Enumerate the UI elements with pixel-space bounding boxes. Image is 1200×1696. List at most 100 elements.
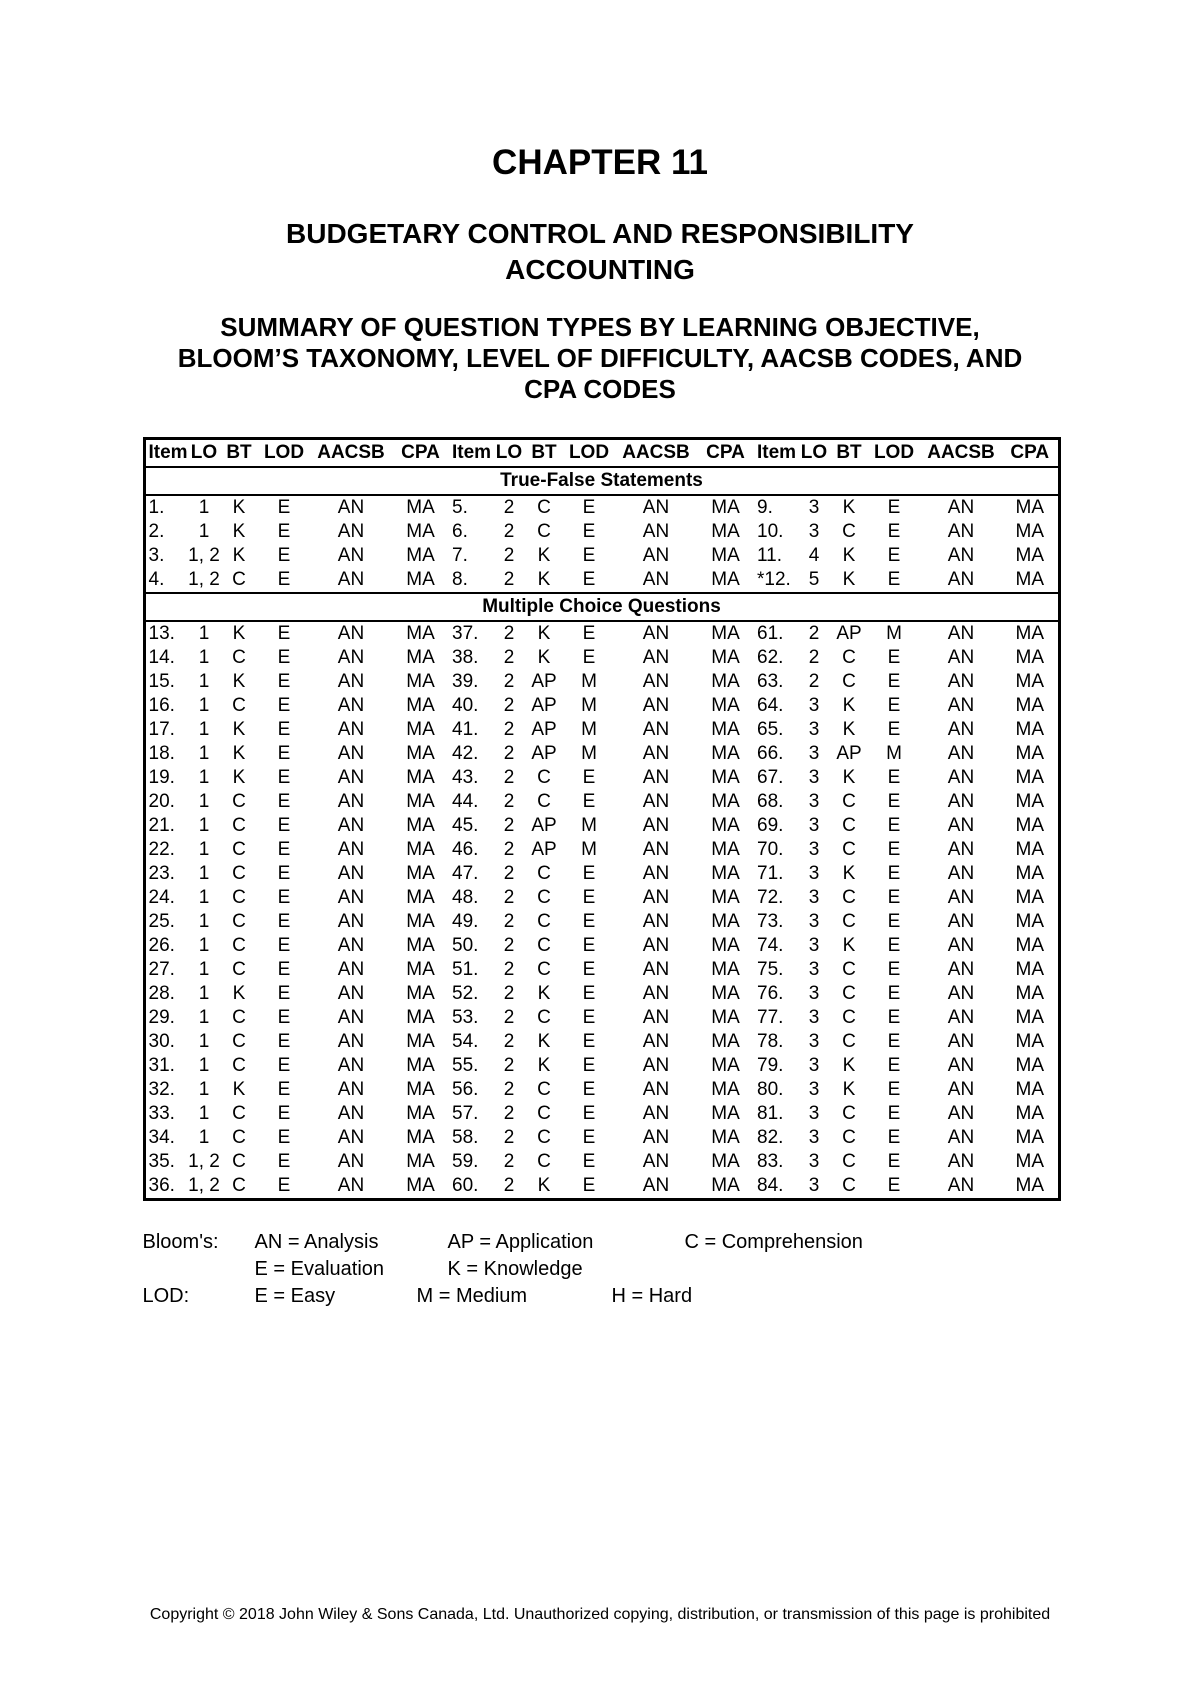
table-cell-lod: E [277, 1103, 291, 1124]
table-cell-lo: 3 [808, 1031, 820, 1052]
table-cell-lod: E [582, 1079, 596, 1100]
table-cell-item: 77. [757, 1007, 784, 1028]
table-cell-lod: E [277, 1151, 291, 1172]
table-cell-bt: AP [531, 815, 557, 836]
table-cell-cpa: MA [711, 521, 740, 542]
table-cell-aacsb: AN [947, 647, 975, 668]
table-cell-lo: 3 [808, 767, 820, 788]
table-cell-item: 67. [757, 767, 784, 788]
table-cell-lo: 3 [808, 743, 820, 764]
table-cell-lod: E [887, 767, 901, 788]
table-cell-lo: 1 [198, 647, 210, 668]
table-cell-cpa: MA [711, 1127, 740, 1148]
table-cell-lo: 3 [808, 521, 820, 542]
table-cell-lo: 1 [198, 767, 210, 788]
table-cell-bt: C [537, 959, 551, 980]
table-cell-item: 29. [148, 1007, 175, 1028]
table-cell-lod: E [887, 695, 901, 716]
table-cell-aacsb: AN [337, 569, 365, 590]
table-cell-bt: K [232, 983, 246, 1004]
table-cell-aacsb: AN [947, 839, 975, 860]
table-cell-bt: K [537, 623, 551, 644]
table-cell-cpa: MA [711, 1031, 740, 1052]
table-cell-item: 23. [148, 863, 175, 884]
legend-entry-application: AP = Application [447, 1231, 594, 1253]
table-cell-item: 25. [148, 911, 175, 932]
table-header-cell-lo: LO [798, 438, 830, 468]
table-cell-lod: M [886, 743, 902, 764]
table-cell-lo: 1 [198, 719, 210, 740]
table-cell-cpa: MA [711, 671, 740, 692]
table-cell-lo: 5 [808, 569, 820, 590]
table-cell-item: 59. [452, 1151, 479, 1172]
table-cell-lo: 2 [503, 695, 515, 716]
table-header-cell-lo: LO [493, 438, 525, 468]
section-title: Multiple Choice Questions [144, 592, 1059, 622]
table-header-cell-aacsb: AACSB [310, 438, 392, 468]
table-cell-item: 33. [148, 1103, 175, 1124]
table-cell-cpa: MA [1015, 1031, 1045, 1052]
table-cell-lod: E [277, 815, 291, 836]
table-row: 28. 1 K E AN MA 52. 2 K E AN MA 76. 3 C E AN MA [144, 982, 1059, 1006]
table-cell-item: 28. [148, 983, 175, 1004]
table-header-cell-cpa: CPA [1002, 438, 1059, 468]
table-cell-aacsb: AN [337, 743, 365, 764]
table-cell-aacsb: AN [337, 521, 365, 542]
table-cell-cpa: MA [406, 935, 435, 956]
table-cell-aacsb: AN [337, 911, 365, 932]
table-cell-item: 80. [757, 1079, 784, 1100]
table-cell-lo: 3 [808, 1079, 820, 1100]
table-cell-item: 5. [452, 497, 468, 518]
table-cell-cpa: MA [1015, 521, 1045, 542]
table-cell-bt: C [232, 1103, 246, 1124]
table-cell-aacsb: AN [642, 1031, 670, 1052]
table-cell-lo: 3 [808, 1151, 820, 1172]
table-cell-aacsb: AN [642, 569, 670, 590]
summary-heading: SUMMARY OF QUESTION TYPES BY LEARNING OB… [143, 312, 1058, 405]
table-cell-item: 4. [148, 569, 165, 590]
table-cell-lo: 3 [808, 1127, 820, 1148]
table-cell-lod: M [581, 671, 597, 692]
table-cell-item: 36. [148, 1175, 175, 1196]
table-cell-cpa: MA [406, 647, 435, 668]
table-header-cell-cpa: CPA [392, 438, 449, 468]
table-row: 1. 1 K E AN MA 5. 2 C E AN MA 9. 3 K E AN MA [144, 495, 1059, 520]
table-cell-cpa: MA [1015, 791, 1045, 812]
table-cell-lod: E [887, 959, 901, 980]
table-cell-lod: E [887, 887, 901, 908]
table-cell-lo: 1 [198, 743, 210, 764]
table-cell-item: 79. [757, 1055, 784, 1076]
table-cell-lod: E [582, 983, 596, 1004]
table-cell-lod: M [581, 815, 597, 836]
table-cell-bt: AP [836, 743, 862, 764]
table-cell-lod: E [277, 623, 291, 644]
chapter-title: CHAPTER 11 [492, 143, 708, 182]
table-cell-cpa: MA [406, 1079, 435, 1100]
table-cell-bt: C [232, 647, 246, 668]
table-cell-item: 78. [757, 1031, 784, 1052]
table-cell-item: 43. [452, 767, 479, 788]
table-cell-cpa: MA [711, 839, 740, 860]
table-cell-bt: K [842, 1079, 856, 1100]
table-cell-cpa: MA [406, 497, 435, 518]
table-cell-aacsb: AN [337, 815, 365, 836]
table-cell-lod: E [887, 569, 901, 590]
table-cell-item: 63. [757, 671, 784, 692]
table-cell-aacsb: AN [947, 959, 975, 980]
table-cell-lod: E [277, 1055, 291, 1076]
legend-blooms-line-1: Bloom's: AN = Analysis AP = Application C =… [143, 1229, 1058, 1256]
table-cell-item: 32. [148, 1079, 175, 1100]
table-cell-lo: 2 [503, 545, 515, 566]
table-cell-lod: E [887, 719, 901, 740]
table-header-cell-item: Item [144, 438, 188, 468]
table-cell-bt: K [842, 863, 856, 884]
table-cell-aacsb: AN [947, 1151, 975, 1172]
table-header-cell-cpa: CPA [697, 438, 754, 468]
table-cell-item: 54. [452, 1031, 479, 1052]
table-row: 23. 1 C E AN MA 47. 2 C E AN MA 71. 3 K E AN MA [144, 862, 1059, 886]
table-cell-aacsb: AN [337, 497, 365, 518]
table-cell-bt: K [537, 1175, 551, 1196]
table-cell-item: 70. [757, 839, 784, 860]
table-cell-cpa: MA [711, 719, 740, 740]
table-cell-cpa: MA [1015, 1103, 1045, 1124]
